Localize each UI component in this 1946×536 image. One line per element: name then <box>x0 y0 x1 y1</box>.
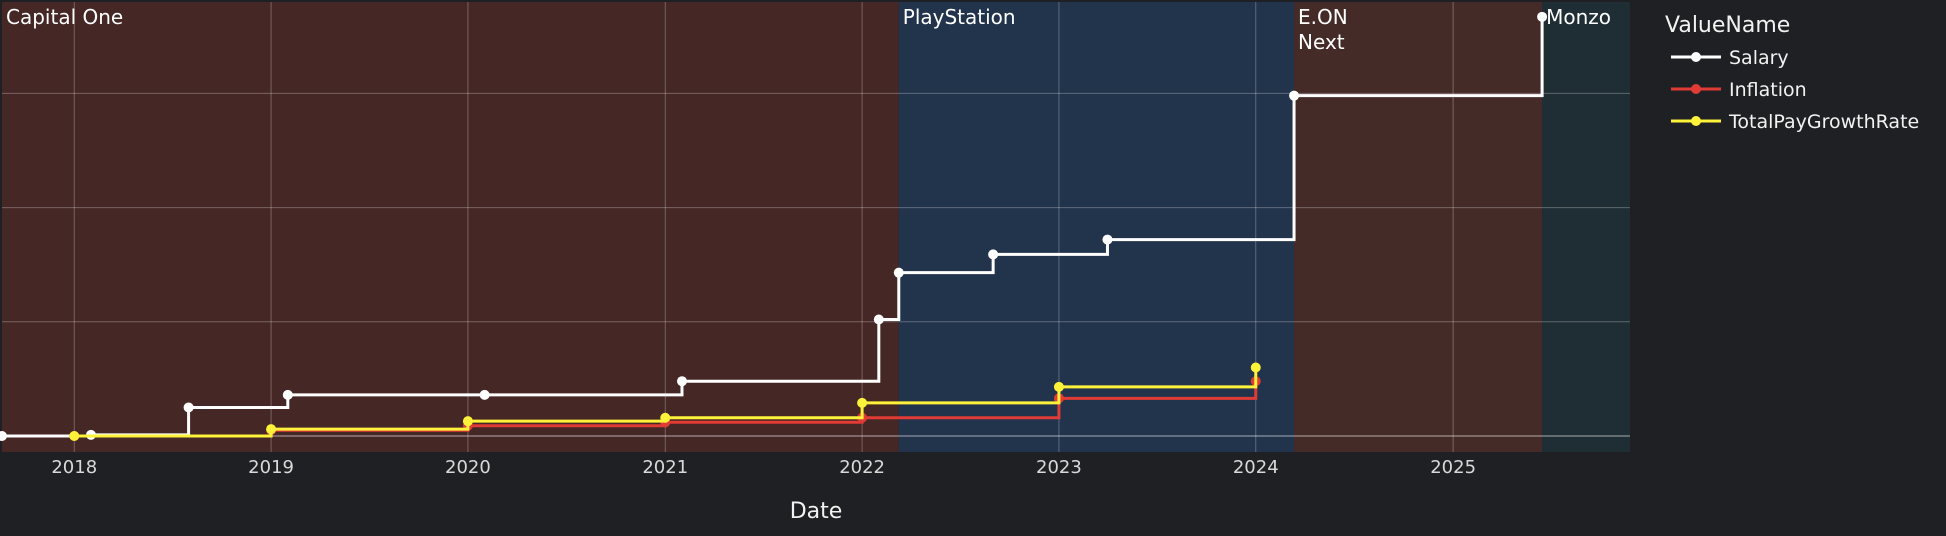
employer-labels: Capital One PlayStation E.ON Next Monzo <box>6 5 1611 54</box>
legend-item-totalpaygrowthrate: TotalPayGrowthRate <box>1671 111 1919 133</box>
legend-swatch-marker <box>1691 116 1701 126</box>
legend: ValueName Salary Inflation TotalPayGrowthR… <box>1665 13 1919 133</box>
point-salary <box>893 267 904 278</box>
point-salary <box>282 389 293 400</box>
x-tick-label: 2024 <box>1233 457 1279 478</box>
point-salary <box>479 389 490 400</box>
x-tick-label: 2022 <box>839 457 885 478</box>
point-totalpaygrowthrate <box>857 397 868 408</box>
point-salary <box>873 314 884 325</box>
point-salary <box>676 376 687 387</box>
point-totalpaygrowthrate <box>266 424 277 435</box>
point-totalpaygrowthrate <box>69 431 80 442</box>
employer-band-monzo <box>1542 2 1630 452</box>
legend-item-inflation: Inflation <box>1671 79 1807 101</box>
gridlines <box>2 2 1630 452</box>
employer-band-capital-one <box>2 2 899 452</box>
employer-label-playstation: PlayStation <box>903 5 1016 29</box>
x-axis-label: Date <box>790 499 843 524</box>
x-tick-label: 2018 <box>51 457 97 478</box>
employer-bands <box>2 2 1630 452</box>
point-salary <box>988 249 999 260</box>
series-line-salary <box>2 16 1544 438</box>
employer-label-monzo: Monzo <box>1546 5 1611 29</box>
employer-band-playstation <box>898 2 1295 452</box>
point-salary <box>183 402 194 413</box>
point-salary <box>0 431 7 442</box>
point-totalpaygrowthrate <box>1053 381 1064 392</box>
point-salary <box>1102 234 1113 245</box>
legend-label: Inflation <box>1729 79 1807 101</box>
point-totalpaygrowthrate <box>462 416 473 427</box>
x-axis-ticks: 2018 2019 2020 2021 2022 2023 2024 2025 <box>51 457 1476 478</box>
legend-swatch-marker <box>1691 52 1701 62</box>
legend-swatch-marker <box>1691 84 1701 94</box>
point-salary <box>1537 11 1548 22</box>
series-lines <box>0 11 1548 442</box>
point-totalpaygrowthrate <box>1250 362 1261 373</box>
legend-items: Salary Inflation TotalPayGrowthRate <box>1671 47 1919 133</box>
point-salary <box>1289 90 1300 101</box>
x-tick-label: 2025 <box>1430 457 1476 478</box>
point-totalpaygrowthrate <box>660 412 671 423</box>
legend-title: ValueName <box>1665 13 1790 38</box>
x-tick-label: 2023 <box>1036 457 1082 478</box>
employer-label-e-on-next: E.ON Next <box>1298 5 1348 54</box>
employer-band-e-on-next <box>1294 2 1543 452</box>
x-tick-label: 2020 <box>445 457 491 478</box>
legend-label: TotalPayGrowthRate <box>1728 111 1919 133</box>
x-tick-label: 2021 <box>642 457 688 478</box>
x-tick-label: 2019 <box>248 457 294 478</box>
legend-item-salary: Salary <box>1671 47 1789 69</box>
legend-label: Salary <box>1729 47 1789 69</box>
employer-label-capital-one: Capital One <box>6 5 123 29</box>
